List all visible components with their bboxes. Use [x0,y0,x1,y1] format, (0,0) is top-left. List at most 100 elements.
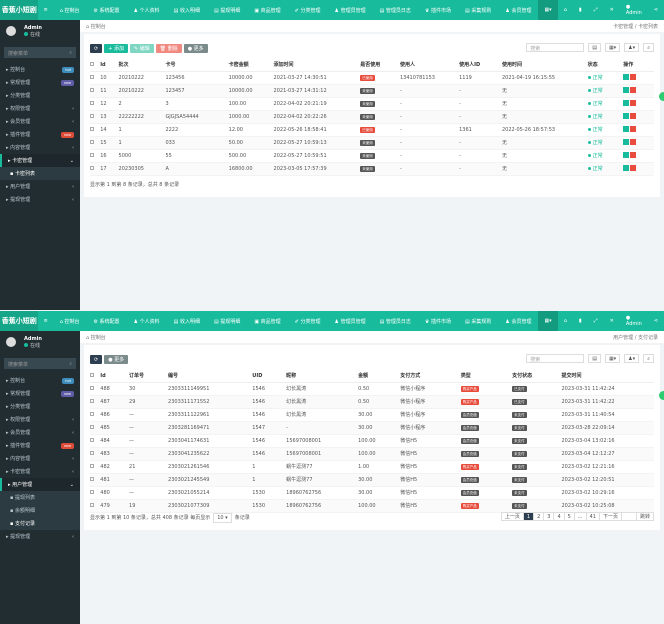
brand-logo[interactable]: 香蕉小短剧 [0,0,39,20]
row-checkbox[interactable] [90,165,94,170]
edit-button[interactable] [623,100,630,107]
row-checkbox[interactable] [90,476,94,481]
sidebar-item[interactable]: ▸ 权限管理 ‹ [0,413,80,426]
top-nav-item[interactable]: ▣ 商品管理 [247,7,287,14]
sidebar-item[interactable]: ▸ 卡密管理 ⌄ [0,154,80,167]
row-checkbox[interactable] [90,502,94,507]
top-nav-item[interactable]: ♟ 个人资料 [127,7,167,14]
breadcrumb-item[interactable]: 卡密列表 [637,23,658,30]
top-nav-item[interactable]: ✐ 分类管理 [288,318,328,325]
search-icon[interactable]: ⌕ [643,43,654,52]
home-icon[interactable]: ⌂ [563,7,567,13]
close-icon[interactable]: ✕ [609,7,614,13]
column-header[interactable]: 编号 [168,370,253,383]
fullscreen-icon[interactable]: ⤢ [593,318,598,324]
toolbar-button[interactable]: ⟳ [90,355,103,364]
row-checkbox[interactable] [90,424,94,429]
row-checkbox[interactable] [90,385,94,390]
page-link[interactable]: 下一页 [598,512,622,521]
breadcrumb-home[interactable]: ⌂ 控制台 [86,23,106,30]
row-checkbox[interactable] [90,74,94,79]
sidebar-item[interactable]: ▸ 分类管理 [0,89,80,102]
sidebar-item[interactable]: ▸ 常规管理 new [0,387,80,400]
delete-button[interactable] [630,126,637,133]
grid-menu-icon[interactable]: ▦▾ [538,311,558,331]
top-nav-item[interactable]: ♛ 插件市场 [418,7,458,14]
breadcrumb-item[interactable]: 用户管理 [613,334,634,341]
close-icon[interactable]: ✕ [609,318,614,324]
column-header[interactable]: 批次 [118,59,166,72]
breadcrumb-item[interactable]: 卡密管理 [613,23,634,30]
table-row[interactable]: 487 29 2303311171552 1546 幻长黑涛 0.50 微信小程序 购买产品 已… [90,395,654,409]
edit-button[interactable] [623,74,630,81]
share-icon[interactable]: ⋖ [653,7,658,13]
column-header[interactable]: 使用人 [399,59,460,72]
sidebar-item[interactable]: ▸ 提现管理 ‹ [0,530,80,543]
table-row[interactable]: 16 5000 55 500.00 2022-05-27 10:59:51 未使用 - - 无 正… [90,149,654,163]
edit-button[interactable] [623,87,630,94]
edit-button[interactable] [623,165,630,172]
top-nav-item[interactable]: ✐ 分类管理 [288,7,328,14]
row-checkbox[interactable] [90,100,94,105]
page-jump-input[interactable] [620,512,637,521]
row-checkbox[interactable] [90,463,94,468]
breadcrumb-home[interactable]: ⌂ 控制台 [86,334,106,341]
breadcrumb-item[interactable]: 支付记录 [637,334,658,341]
row-checkbox[interactable] [90,398,94,403]
table-row[interactable]: 11 20210222 123457 10000.00 2021-03-27 14:31… [90,84,654,98]
edit-button[interactable] [623,139,630,146]
page-size-select[interactable]: 10 ▾ [213,513,232,523]
table-row[interactable]: 486 — 2303311122961 1546 幻长黑涛 30.00 微信小程序 会员充值 未… [90,408,654,422]
floating-settings-button[interactable] [659,391,664,400]
column-header[interactable]: UID [252,370,287,383]
column-header[interactable]: 订单号 [129,370,169,383]
delete-button[interactable] [630,152,637,159]
row-checkbox[interactable] [90,87,94,92]
column-header[interactable]: 状态 [587,59,624,72]
delete-button[interactable] [630,87,637,94]
column-header[interactable]: 卡号 [165,59,229,72]
sidebar-item[interactable]: ▸ 卡密管理 ‹ [0,465,80,478]
toolbar-button[interactable]: ● 更多 [104,355,129,364]
column-header[interactable]: Id [100,370,130,383]
sidebar-item[interactable]: ▪ 提现列表 [0,491,80,504]
toolbar-button[interactable]: 🗑 删除 [155,44,182,53]
top-nav-item[interactable]: ⌂ 控制台 [53,318,87,325]
edit-button[interactable] [623,152,630,159]
row-checkbox[interactable] [90,437,94,442]
sidebar-item[interactable]: ▸ 会员管理 ‹ [0,426,80,439]
top-nav-item[interactable]: ♟ 会员管理 [498,7,538,14]
sidebar-item[interactable]: ▸ 插件管理 new [0,439,80,452]
sidebar-item[interactable]: ▸ 常规管理 new [0,76,80,89]
sidebar-item[interactable]: ▸ 分类管理 [0,400,80,413]
column-header[interactable]: 使用人ID [459,59,502,72]
table-row[interactable]: 482 21 2303021261546 1 蜗牛逗测77 1.00 微信H5 购买产品 未支付… [90,460,654,474]
table-search-input[interactable]: 搜索 [526,43,585,52]
user-menu[interactable]: ● Admin [620,4,648,16]
top-nav-item[interactable]: ▤ 管理员日志 [373,318,418,325]
toolbar-button[interactable]: ✎ 编辑 [129,44,154,53]
delete-button[interactable] [630,139,637,146]
column-header[interactable]: 金额 [358,370,401,383]
table-row[interactable]: 483 — 2303041235622 1546 15697008001 100.00 微信… [90,447,654,461]
trash-icon[interactable]: ▮ [578,7,582,13]
select-all-checkbox[interactable] [90,372,94,377]
row-checkbox[interactable] [90,411,94,416]
page-link[interactable]: 上一页 [500,512,524,521]
page-link[interactable]: 跳转 [635,512,654,521]
select-all-checkbox[interactable] [90,61,94,66]
top-nav-item[interactable]: ♟ 会员管理 [498,318,538,325]
sidebar-item[interactable]: ▪ 余额明细 [0,504,80,517]
sidebar-item[interactable]: ▸ 用户管理 ⌄ [0,478,80,491]
edit-button[interactable] [623,113,630,120]
top-nav-item[interactable]: ⌂ 控制台 [53,7,87,14]
toolbar-button[interactable]: ⟳ [90,44,103,53]
trash-icon[interactable]: ▮ [578,318,582,324]
user-filter-icon[interactable]: ♟▾ [624,43,640,52]
column-header[interactable]: 添加时间 [273,59,361,72]
sidebar-search[interactable]: 搜索菜单 ⌕ [4,47,76,58]
column-header[interactable]: 类型 [460,370,513,383]
column-header[interactable] [90,370,101,383]
sidebar-item[interactable]: ▸ 插件管理 new [0,128,80,141]
top-nav-item[interactable]: ⚙ 系统配置 [86,318,126,325]
